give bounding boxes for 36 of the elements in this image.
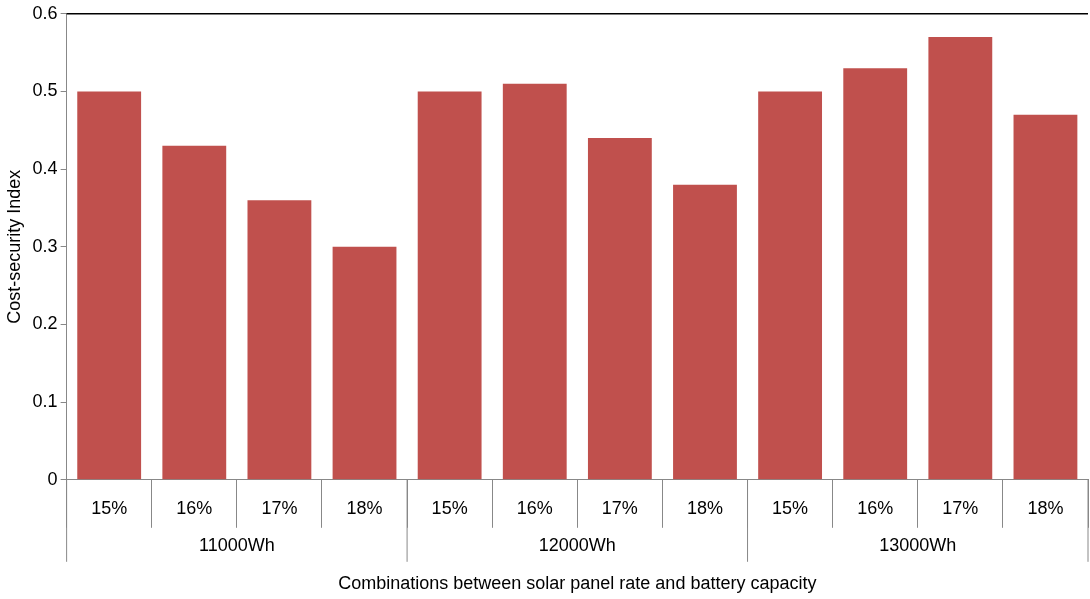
y-axis-title: Cost-security Index: [3, 169, 24, 324]
bar: [162, 145, 227, 480]
bar: [502, 83, 567, 480]
bar: [673, 184, 737, 480]
x-tick-label: 17%: [942, 497, 979, 518]
x-tick-label: 15%: [91, 497, 128, 518]
x-tick-label: 18%: [686, 497, 723, 518]
x-tick-label: 15%: [772, 497, 809, 518]
bar: [587, 138, 652, 480]
bar: [332, 246, 397, 480]
x-tick-label: 16%: [176, 497, 213, 518]
bar: [1013, 114, 1078, 480]
text: 11000Wh: [198, 534, 275, 555]
y-tick-label: 0.2: [32, 313, 58, 334]
bar: [758, 91, 823, 480]
text: 12000Wh: [538, 534, 616, 555]
y-tick-label: 0: [47, 468, 58, 489]
x-tick-label: 18%: [1027, 497, 1064, 518]
bar: [843, 68, 908, 480]
bar: [77, 91, 142, 480]
x-tick-label: 17%: [261, 497, 298, 518]
x-tick-label: 16%: [516, 497, 553, 518]
y-tick-label: 0.4: [32, 158, 58, 179]
y-tick-label: 0.1: [32, 391, 58, 412]
y-tick-label: 0.3: [32, 235, 58, 256]
x-tick-label: 15%: [431, 497, 468, 518]
x-axis-title: Combinations between solar panel rate and battery capacity: [338, 573, 817, 594]
y-tick-label: 0.6: [32, 2, 58, 23]
bar: [417, 91, 482, 480]
bar: [928, 37, 993, 480]
x-tick-label: 17%: [601, 497, 638, 518]
x-tick-label: 18%: [346, 497, 383, 518]
y-tick-label: 0.5: [32, 80, 58, 101]
text: 13000Wh: [879, 534, 957, 555]
bar: [247, 200, 312, 480]
x-tick-label: 16%: [857, 497, 894, 518]
